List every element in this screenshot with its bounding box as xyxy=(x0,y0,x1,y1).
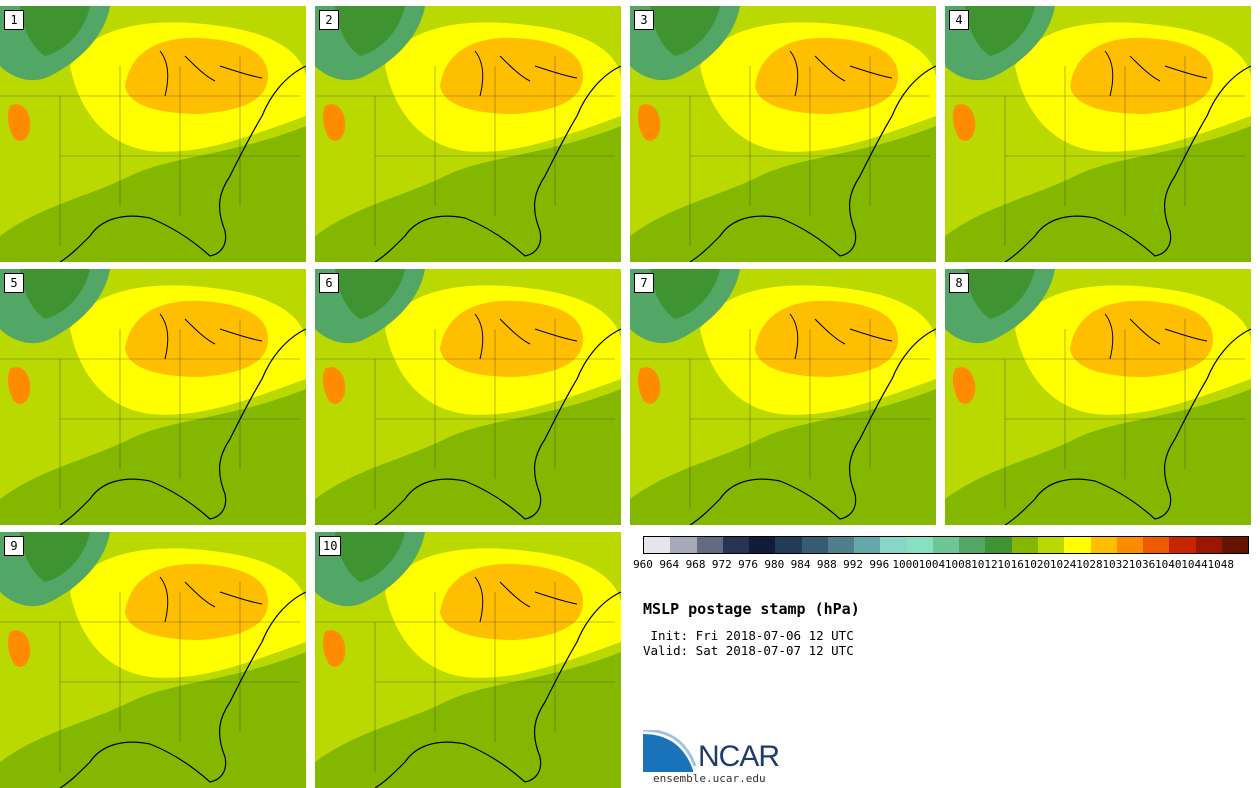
colorbar-swatch xyxy=(1195,537,1222,553)
mslp-map xyxy=(315,269,621,525)
colorbar-swatch xyxy=(959,537,986,553)
colorbar-tick-label: 1012 xyxy=(971,558,998,571)
logo-text: NCAR xyxy=(698,740,780,773)
site-url[interactable]: ensemble.ucar.edu xyxy=(653,772,766,785)
mslp-map xyxy=(315,532,621,788)
colorbar-tick-label: 1048 xyxy=(1207,558,1234,571)
colorbar-swatch xyxy=(670,537,697,553)
colorbar-tick-label: 1008 xyxy=(944,558,972,571)
colorbar-swatch xyxy=(827,537,855,553)
mslp-map xyxy=(0,269,306,525)
map-panel[interactable]: 5 xyxy=(0,269,306,525)
colorbar-labels: 960 964 968 972 976 980 984 988 992 996 1000 1004 10… xyxy=(633,558,1249,572)
colorbar-tick-label: 964 xyxy=(659,558,680,571)
colorbar-tick-label: 1020 xyxy=(1023,558,1051,571)
colorbar-swatch xyxy=(854,537,881,553)
colorbar-tick-label: 1004 xyxy=(918,558,946,571)
colorbar-tick-label: 1000 xyxy=(892,558,919,571)
page-title: MSLP postage stamp (hPa) xyxy=(643,600,860,618)
colorbar-tick-label: 984 xyxy=(790,558,811,571)
mslp-map xyxy=(945,6,1251,262)
colorbar-swatch xyxy=(801,537,828,553)
colorbar-tick-label: 996 xyxy=(869,558,890,571)
colorbar-swatch xyxy=(1011,537,1038,553)
member-label: 6 xyxy=(319,273,339,293)
colorbar-swatch xyxy=(644,537,671,553)
colorbar-tick-label: 988 xyxy=(816,558,837,571)
colorbar-swatch xyxy=(880,537,907,553)
member-label: 2 xyxy=(319,10,339,30)
map-panel[interactable]: 3 xyxy=(630,6,936,262)
colorbar xyxy=(643,536,1249,554)
colorbar-swatch xyxy=(696,537,723,553)
valid-time: Valid: Sat 2018-07-07 12 UTC xyxy=(643,643,854,658)
colorbar-tick-label: 1016 xyxy=(997,558,1024,571)
map-panel[interactable]: 4 xyxy=(945,6,1251,262)
map-panel[interactable]: 9 xyxy=(0,532,306,788)
map-panel[interactable]: 6 xyxy=(315,269,621,525)
mslp-map xyxy=(945,269,1251,525)
colorbar-tick-label: 1036 xyxy=(1128,558,1156,571)
ncar-logo-icon[interactable] xyxy=(643,730,793,776)
map-panel[interactable]: 1 xyxy=(0,6,306,262)
colorbar-swatch xyxy=(749,537,776,553)
mslp-map xyxy=(630,6,936,262)
colorbar-tick-label: 976 xyxy=(738,558,758,571)
member-label: 9 xyxy=(4,536,24,556)
map-panel[interactable]: 10 xyxy=(315,532,621,788)
colorbar-tick-label: 960 xyxy=(633,558,653,571)
colorbar-swatch xyxy=(1169,537,1196,553)
colorbar-swatch xyxy=(722,537,750,553)
colorbar-swatch xyxy=(1221,537,1249,553)
colorbar-swatch xyxy=(1090,537,1117,553)
member-label: 8 xyxy=(949,273,969,293)
mslp-map xyxy=(0,6,306,262)
member-label: 5 xyxy=(4,273,24,293)
mslp-map xyxy=(0,532,306,788)
colorbar-tick-label: 968 xyxy=(685,558,706,571)
init-time: Init: Fri 2018-07-06 12 UTC xyxy=(643,628,854,643)
map-panel[interactable]: 7 xyxy=(630,269,936,525)
colorbar-tick-label: 1032 xyxy=(1102,558,1129,571)
colorbar-swatch xyxy=(1064,537,1091,553)
colorbar-swatch xyxy=(1116,537,1144,553)
map-panel[interactable]: 2 xyxy=(315,6,621,262)
mslp-map xyxy=(315,6,621,262)
colorbar-swatch xyxy=(932,537,960,553)
member-label: 3 xyxy=(634,10,654,30)
member-label: 10 xyxy=(319,536,342,556)
colorbar-tick-label: 980 xyxy=(764,558,785,571)
map-panel[interactable]: 8 xyxy=(945,269,1251,525)
member-label: 1 xyxy=(4,10,24,30)
colorbar-tick-label: 1044 xyxy=(1181,558,1208,571)
colorbar-swatch xyxy=(985,537,1012,553)
colorbar-swatch xyxy=(1143,537,1170,553)
colorbar-tick-label: 1024 xyxy=(1049,558,1077,571)
mslp-map xyxy=(630,269,936,525)
colorbar-tick-label: 1040 xyxy=(1154,558,1182,571)
member-label: 7 xyxy=(634,273,654,293)
colorbar-tick-label: 972 xyxy=(711,558,732,571)
colorbar-tick-label: 1028 xyxy=(1076,558,1103,571)
colorbar-tick-label: 992 xyxy=(843,558,864,571)
colorbar-swatch xyxy=(1037,537,1065,553)
colorbar-swatch xyxy=(775,537,802,553)
colorbar-swatch xyxy=(906,537,933,553)
member-label: 4 xyxy=(949,10,969,30)
